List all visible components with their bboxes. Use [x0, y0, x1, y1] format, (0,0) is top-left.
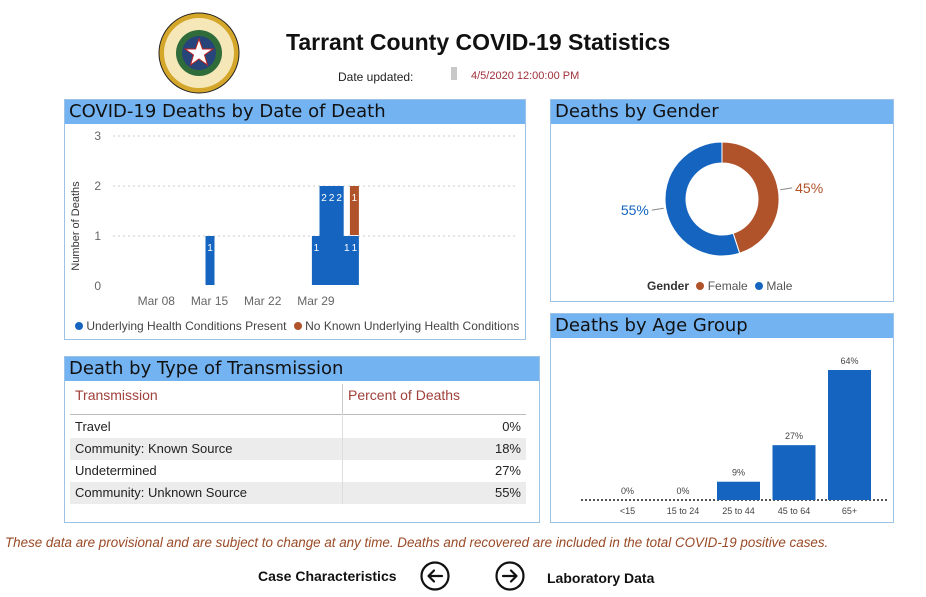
- table-row: Travel 0%: [70, 416, 526, 438]
- back-arrow-button[interactable]: [420, 561, 450, 591]
- page-title: Tarrant County COVID-19 Statistics: [286, 29, 671, 55]
- deaths-by-age-title: Deaths by Age Group: [551, 314, 893, 338]
- date-bar: [334, 186, 344, 285]
- county-seal: [158, 12, 240, 94]
- legend-swatch-female: [696, 282, 705, 290]
- bar-value-label: 1: [344, 243, 350, 254]
- gender-legend-title: Gender: [647, 279, 690, 293]
- deaths-by-age-panel: Deaths by Age Group 0% <15 0% 15 to 24 9% 25 …: [550, 313, 894, 523]
- bar-value-label: 1: [352, 193, 358, 204]
- legend-female: Female: [707, 279, 748, 293]
- y-tick-label: 2: [94, 179, 101, 193]
- date-bar: [349, 186, 359, 235]
- legend-swatch-no-known: [293, 322, 302, 330]
- arrow-left-icon: [420, 561, 450, 591]
- age-bar-label: 0%: [621, 486, 634, 496]
- next-page-label[interactable]: Laboratory Data: [547, 570, 655, 586]
- x-tick-label: Mar 22: [244, 294, 282, 308]
- table-row: Community: Known Source 18%: [70, 438, 526, 460]
- bar-value-label: 1: [314, 243, 320, 254]
- donut-leader-line: [651, 207, 664, 211]
- prev-page-label[interactable]: Case Characteristics: [258, 568, 397, 584]
- bar-value-label: 2: [321, 193, 327, 204]
- table-row: Community: Unknown Source 55%: [70, 482, 526, 504]
- transmission-pct: 0%: [502, 419, 521, 434]
- legend-male: Male: [766, 279, 793, 293]
- bar-value-label: 1: [207, 243, 213, 254]
- bar-value-label: 1: [352, 243, 358, 254]
- donut-leader-line: [780, 187, 793, 191]
- date-bar: [205, 236, 215, 285]
- disclaimer: These data are provisional and are subje…: [5, 535, 829, 550]
- deaths-by-gender-title: Deaths by Gender: [551, 100, 893, 124]
- bar-value-label: 2: [329, 193, 335, 204]
- age-category-label: 25 to 44: [722, 506, 755, 516]
- transmission-type: Community: Unknown Source: [75, 485, 247, 500]
- donut-pct-label: 55%: [621, 202, 649, 218]
- transmission-table-header: Transmission Percent of Deaths: [70, 384, 526, 415]
- x-tick-label: Mar 29: [297, 294, 335, 308]
- age-category-label: 45 to 64: [778, 506, 811, 516]
- transmission-pct: 18%: [494, 441, 521, 456]
- age-bar-label: 64%: [840, 356, 858, 366]
- donut-slice-male: [664, 141, 741, 257]
- forward-arrow-button[interactable]: [495, 561, 525, 591]
- y-tick-label: 3: [94, 129, 101, 143]
- deaths-by-gender-panel: Deaths by Gender 45% 55% Gender Female Ma…: [550, 99, 894, 302]
- age-bar: [828, 370, 871, 500]
- gender-donut-chart: 45% 55%: [621, 141, 823, 257]
- arrow-right-icon: [495, 561, 525, 591]
- y-axis-label: Number of Deaths: [70, 181, 82, 271]
- date-bar: [319, 186, 329, 285]
- legend-no-known: No Known Underlying Health Conditions: [305, 319, 520, 333]
- header-transmission[interactable]: Transmission: [75, 387, 158, 403]
- y-tick-label: 1: [94, 229, 101, 243]
- age-bar-label: 27%: [785, 431, 803, 441]
- transmission-type: Community: Known Source: [75, 441, 233, 456]
- transmission-panel: Death by Type of Transmission Transmissi…: [64, 356, 540, 523]
- header-percent[interactable]: Percent of Deaths: [348, 387, 461, 403]
- x-tick-label: Mar 08: [138, 294, 176, 308]
- y-tick-label: 0: [94, 279, 101, 293]
- age-category-label: <15: [620, 506, 635, 516]
- legend-underlying: Underlying Health Conditions Present: [86, 319, 287, 333]
- age-bar: [717, 481, 760, 500]
- age-category-label: 65+: [842, 506, 857, 516]
- bar-value-label: 2: [336, 193, 342, 204]
- deaths-by-date-title: COVID-19 Deaths by Date of Death: [65, 100, 525, 124]
- x-tick-label: Mar 15: [191, 294, 229, 308]
- age-category-label: 15 to 24: [667, 506, 700, 516]
- date-bar: [342, 236, 352, 285]
- transmission-pct: 55%: [494, 485, 521, 500]
- date-slider-handle[interactable]: [451, 67, 457, 80]
- gender-legend: Gender Female Male: [647, 279, 792, 293]
- deaths-by-date-legend: Underlying Health Conditions Present No …: [75, 319, 519, 333]
- date-bar: [349, 236, 359, 285]
- column-divider: [342, 414, 343, 504]
- transmission-type: Travel: [75, 419, 111, 434]
- date-bar: [327, 186, 337, 285]
- legend-swatch-underlying: [75, 322, 83, 330]
- date-bar: [311, 236, 321, 285]
- date-value: 4/5/2020 12:00:00 PM: [471, 70, 580, 82]
- header-divider: [342, 384, 343, 414]
- transmission-title: Death by Type of Transmission: [65, 357, 539, 381]
- age-bar: [772, 445, 816, 500]
- age-bar-label: 9%: [732, 468, 745, 478]
- legend-swatch-male: [755, 282, 764, 290]
- table-row: Undetermined 27%: [70, 460, 526, 482]
- donut-slice-female: [721, 141, 780, 254]
- transmission-pct: 27%: [494, 463, 521, 478]
- transmission-type: Undetermined: [75, 463, 157, 478]
- age-bar-label: 0%: [676, 486, 689, 496]
- deaths-by-date-panel: COVID-19 Deaths by Date of Death 0 1 2 3 Num…: [64, 99, 526, 340]
- deaths-by-age-chart: 0% <15 0% 15 to 24 9% 25 to 44 27% 45 to 64 64% 6…: [581, 356, 889, 516]
- donut-pct-label: 45%: [795, 180, 823, 196]
- date-label: Date updated:: [338, 70, 414, 84]
